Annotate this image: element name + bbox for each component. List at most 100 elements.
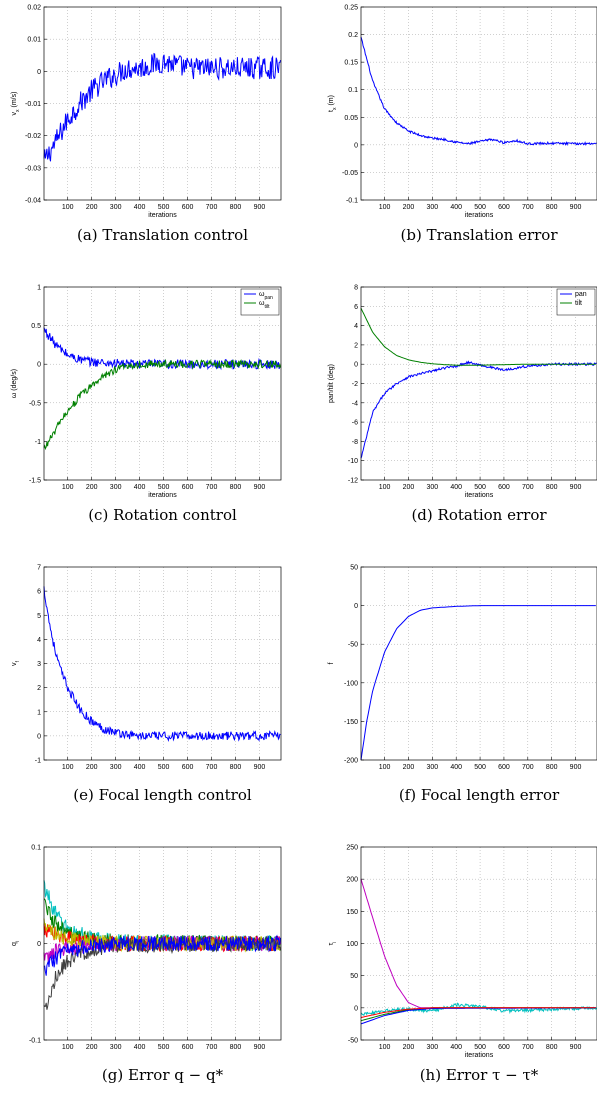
panel-caption: (d) Rotation error [411, 506, 547, 524]
y-tick-label: 150 [346, 909, 358, 916]
x-tick-label: 300 [427, 764, 439, 771]
x-tick-label: 400 [450, 1044, 462, 1051]
y-tick-label: -0.02 [25, 133, 41, 140]
x-tick-label: 100 [62, 484, 74, 491]
x-tick-label: 200 [86, 484, 98, 491]
x-tick-label: 100 [379, 1044, 391, 1051]
y-tick-label: -50 [348, 1038, 358, 1045]
y-axis-label: f [328, 662, 335, 664]
y-tick-label: 250 [346, 845, 358, 852]
plot-frame [360, 846, 597, 1041]
x-tick-label: 200 [403, 1044, 415, 1051]
x-tick-label: 900 [254, 204, 266, 211]
x-tick-label: 300 [427, 204, 439, 211]
y-tick-label: -0.01 [25, 101, 41, 108]
x-tick-label: 300 [110, 204, 122, 211]
x-tick-label: 800 [230, 764, 242, 771]
x-tick-label: 100 [379, 764, 391, 771]
y-tick-label: -8 [352, 439, 358, 446]
y-tick-label: -2 [352, 381, 358, 388]
y-tick-label: 4 [37, 637, 41, 644]
y-tick-label: 0 [354, 1005, 358, 1012]
x-tick-label: 700 [522, 204, 534, 211]
y-tick-label: -0.03 [25, 165, 41, 172]
x-axis-label: iterations [148, 492, 177, 499]
x-axis-label: iterations [465, 1052, 494, 1059]
y-tick-label: -1 [35, 439, 41, 446]
panel-caption: (a) Translation control [77, 226, 248, 244]
x-tick-label: 400 [134, 1044, 146, 1051]
y-tick-label: 4 [354, 323, 358, 330]
x-tick-label: 800 [546, 764, 558, 771]
panel-caption: (f) Focal length error [399, 786, 560, 804]
series-line-1 [360, 36, 597, 146]
y-axis-label: tx (m) [328, 95, 338, 112]
y-tick-label: 7 [37, 565, 41, 572]
x-tick-label: 600 [182, 484, 194, 491]
x-tick-label: 700 [206, 1044, 218, 1051]
chart-panel-b: 100 200 300 400 500 600 700 800 900 -0.1 -0.05 0 0.0… [328, 5, 597, 244]
y-axis-label: pan/tilt (deg) [328, 364, 335, 403]
x-tick-label: 900 [254, 484, 266, 491]
x-tick-label: 300 [110, 484, 122, 491]
plot-frame [360, 286, 597, 481]
panel-caption: (b) Translation error [401, 226, 559, 244]
x-tick-label: 700 [206, 204, 218, 211]
x-tick-label: 300 [427, 484, 439, 491]
x-tick-label: 200 [403, 204, 415, 211]
x-tick-label: 900 [570, 1044, 582, 1051]
y-tick-label: 0 [37, 362, 41, 369]
panel-caption: (c) Rotation control [88, 506, 237, 524]
y-tick-label: 1 [37, 709, 41, 716]
legend-entry: ωpan [259, 291, 273, 301]
series-line-5 [360, 1007, 596, 1018]
x-tick-label: 600 [498, 484, 510, 491]
y-tick-label: 0.5 [31, 323, 41, 330]
x-tick-label: 200 [403, 764, 415, 771]
y-tick-label: 200 [346, 877, 358, 884]
y-tick-label: 0.1 [348, 87, 358, 94]
x-tick-label: 200 [86, 1044, 98, 1051]
series-line-7 [43, 934, 281, 976]
y-tick-label: -200 [344, 758, 358, 765]
y-tick-label: -10 [348, 458, 358, 465]
x-tick-label: 900 [254, 1044, 266, 1051]
y-tick-label: 0.2 [348, 32, 358, 39]
x-tick-label: 700 [206, 764, 218, 771]
x-tick-label: 700 [206, 484, 218, 491]
y-tick-label: -12 [348, 478, 358, 485]
y-tick-label: 5 [37, 613, 41, 620]
x-tick-label: 700 [522, 1044, 534, 1051]
x-tick-label: 900 [570, 484, 582, 491]
plot-frame [360, 6, 597, 201]
x-axis-label: iterations [148, 212, 177, 219]
plot-frame [43, 566, 282, 761]
x-tick-label: 400 [450, 764, 462, 771]
x-tick-label: 100 [379, 204, 391, 211]
x-tick-label: 800 [546, 204, 558, 211]
y-tick-label: -150 [344, 719, 358, 726]
plot-area [44, 287, 281, 480]
y-tick-label: -0.5 [29, 400, 41, 407]
x-tick-label: 800 [230, 484, 242, 491]
y-tick-label: -0.1 [346, 198, 358, 205]
legend-box [240, 288, 280, 316]
x-tick-label: 300 [427, 1044, 439, 1051]
series-line-tilt [43, 358, 281, 451]
y-tick-label: 0.25 [344, 5, 358, 12]
chart-panel-c: 100 200 300 400 500 600 700 800 900 -1.5 -1 -0.5 0 0.… [11, 285, 282, 524]
x-tick-label: 400 [450, 484, 462, 491]
x-tick-label: 500 [474, 764, 486, 771]
y-tick-label: -100 [344, 680, 358, 687]
x-axis-label: iterations [465, 212, 494, 219]
panel-caption: (g) Error q − q* [102, 1066, 224, 1084]
panel-caption: (h) Error τ − τ* [420, 1066, 539, 1084]
y-tick-label: 0.01 [27, 37, 41, 44]
x-tick-label: 700 [522, 764, 534, 771]
x-tick-label: 500 [158, 764, 170, 771]
x-tick-label: 100 [62, 764, 74, 771]
y-tick-label: 0 [354, 362, 358, 369]
plot-frame [43, 286, 282, 481]
